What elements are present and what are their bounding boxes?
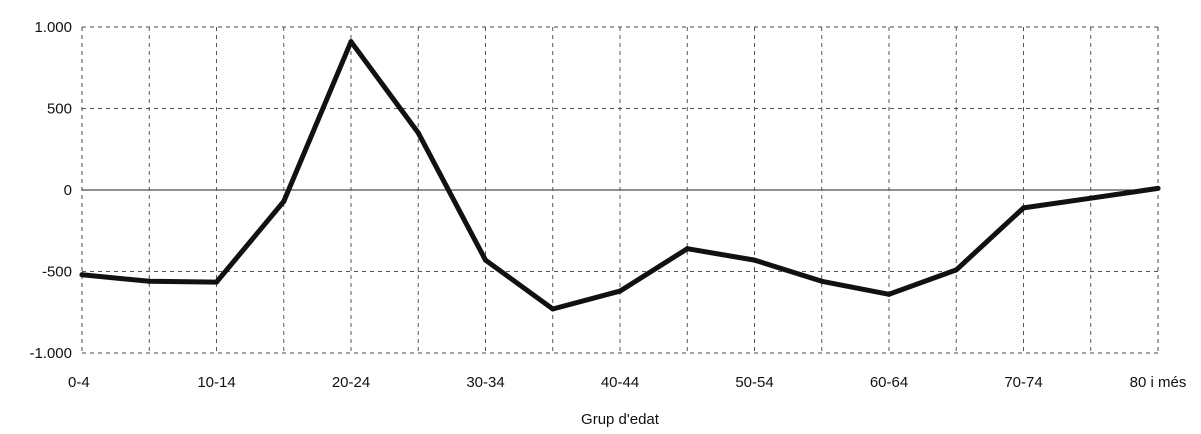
x-tick-label: 10-14 (197, 374, 235, 391)
data-point (1088, 195, 1094, 201)
x-tick-label: 0-4 (68, 374, 90, 391)
x-tick-label: 20-24 (332, 374, 370, 391)
x-tick-label: 80 i més (1130, 374, 1187, 391)
data-point (415, 130, 421, 136)
data-point (617, 288, 623, 294)
data-point (819, 278, 825, 284)
data-point (348, 39, 354, 45)
y-tick-label: -500 (42, 264, 72, 281)
y-tick-label: 0 (64, 182, 72, 199)
data-point (79, 272, 85, 278)
data-point (281, 198, 287, 204)
y-tick-label: -1.000 (29, 345, 72, 362)
data-point (953, 267, 959, 273)
data-point (146, 278, 152, 284)
y-axis-tick-labels: -1.000 -500 0 500 1.000 (29, 19, 72, 362)
data-point (1155, 185, 1161, 191)
x-tick-label: 50-54 (735, 374, 773, 391)
x-tick-label: 70-74 (1004, 374, 1042, 391)
data-point (684, 246, 690, 252)
data-point (483, 257, 488, 263)
x-tick-label: 60-64 (870, 374, 908, 391)
x-tick-label: 40-44 (601, 374, 639, 391)
x-tick-label: 30-34 (466, 374, 504, 391)
x-axis-tick-labels: 0-4 10-14 20-24 30-34 40-44 50-54 60-64 70-74 80… (68, 374, 1186, 391)
y-tick-label: 500 (47, 101, 72, 118)
data-point (550, 306, 556, 312)
x-axis-title: Grup d'edat (581, 411, 660, 428)
y-tick-label: 1.000 (34, 19, 72, 36)
data-point (214, 279, 219, 285)
series-layer (79, 39, 1161, 312)
data-point (1021, 205, 1026, 211)
grid (81, 26, 1159, 354)
data-point (886, 291, 892, 297)
data-point (752, 257, 757, 263)
